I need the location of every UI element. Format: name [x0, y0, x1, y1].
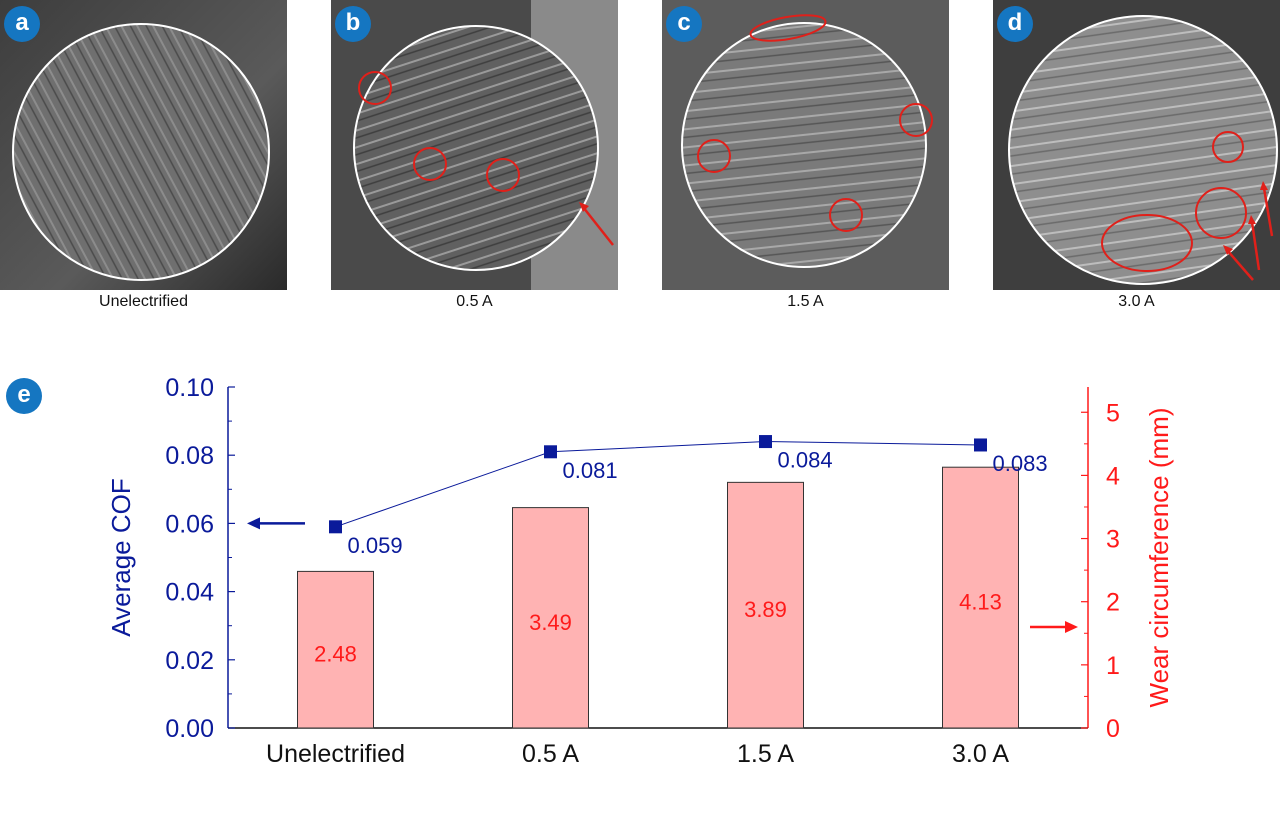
panel-label-badge: d	[997, 6, 1033, 42]
panel-label-badge: c	[666, 6, 702, 42]
x-tick-label: 0.5 A	[522, 740, 579, 768]
panel-caption: 3.0 A	[1118, 293, 1155, 310]
bar-value-label: 3.49	[529, 610, 572, 635]
x-tick-label: 1.5 A	[737, 740, 794, 768]
x-tick-label: 3.0 A	[952, 740, 1009, 768]
panel-label-badge: a	[4, 6, 40, 42]
bar	[942, 466, 1019, 729]
micrograph-image	[331, 0, 618, 290]
micrograph-panel-a: a	[0, 0, 287, 290]
defect-marker	[413, 147, 447, 181]
left-tick-label: 0.06	[165, 510, 214, 538]
left-tick-label: 0.00	[165, 715, 214, 743]
cof-value-label: 0.083	[993, 451, 1048, 476]
defect-marker	[697, 139, 731, 173]
panel-caption: Unelectrified	[99, 293, 188, 310]
right-axis-arrowhead	[1065, 620, 1078, 633]
panel-caption: 1.5 A	[787, 293, 824, 310]
left-tick-label: 0.02	[165, 647, 214, 675]
cof-point	[974, 438, 987, 452]
micrograph-panel-c: c	[662, 0, 949, 290]
defect-marker	[1212, 131, 1244, 163]
micrograph-image	[993, 0, 1280, 290]
left-tick-label: 0.08	[165, 442, 214, 470]
right-axis-title: Wear circumference (mm)	[1144, 407, 1174, 707]
right-tick-label: 0	[1106, 715, 1120, 743]
arrow-indicator	[1250, 221, 1261, 271]
arrow-indicator	[582, 206, 614, 246]
defect-marker	[1101, 214, 1193, 272]
defect-marker	[899, 103, 933, 137]
bar-value-label: 4.13	[959, 590, 1002, 615]
right-tick-label: 2	[1106, 589, 1120, 617]
arrow-indicator	[1262, 187, 1274, 237]
panel-label-badge: b	[335, 6, 371, 42]
cof-point	[544, 445, 557, 459]
defect-marker	[829, 198, 863, 232]
left-axis-arrowhead	[247, 517, 260, 530]
micrograph-panel-d: d	[993, 0, 1280, 290]
cof-point	[759, 435, 772, 449]
bar	[512, 507, 589, 729]
arrow-indicator	[1226, 249, 1254, 281]
left-tick-label: 0.10	[165, 374, 214, 402]
left-tick-label: 0.04	[165, 579, 214, 607]
cof-value-label: 0.059	[348, 533, 403, 558]
right-tick-label: 1	[1106, 652, 1120, 680]
cof-point	[329, 520, 342, 534]
cof-value-label: 0.081	[563, 458, 618, 483]
bar-value-label: 3.89	[744, 597, 787, 622]
panel-caption: 0.5 A	[456, 293, 493, 310]
x-tick-label: Unelectrified	[266, 740, 405, 768]
bar	[727, 481, 804, 729]
micrograph-panel-b: b	[331, 0, 618, 290]
micrograph-image	[0, 0, 287, 290]
cof-wear-chart: 0.00 0.02 0.04 0.06 0.08 0.10 0 1 2 3 4 5 Average CO…	[106, 374, 1174, 768]
micrograph-image	[662, 0, 949, 290]
defect-marker	[749, 14, 827, 42]
cof-value-label: 0.084	[778, 448, 833, 473]
bar	[297, 570, 374, 729]
bar-value-label: 2.48	[314, 642, 357, 667]
panel-label-badge: e	[6, 378, 42, 414]
defect-marker	[486, 158, 520, 192]
right-tick-label: 3	[1106, 526, 1120, 554]
cof-line	[335, 441, 981, 528]
right-tick-label: 5	[1106, 399, 1120, 427]
left-axis-title: Average COF	[106, 478, 136, 636]
right-tick-label: 4	[1106, 462, 1120, 490]
defect-marker	[1195, 187, 1247, 239]
defect-marker	[358, 71, 392, 105]
